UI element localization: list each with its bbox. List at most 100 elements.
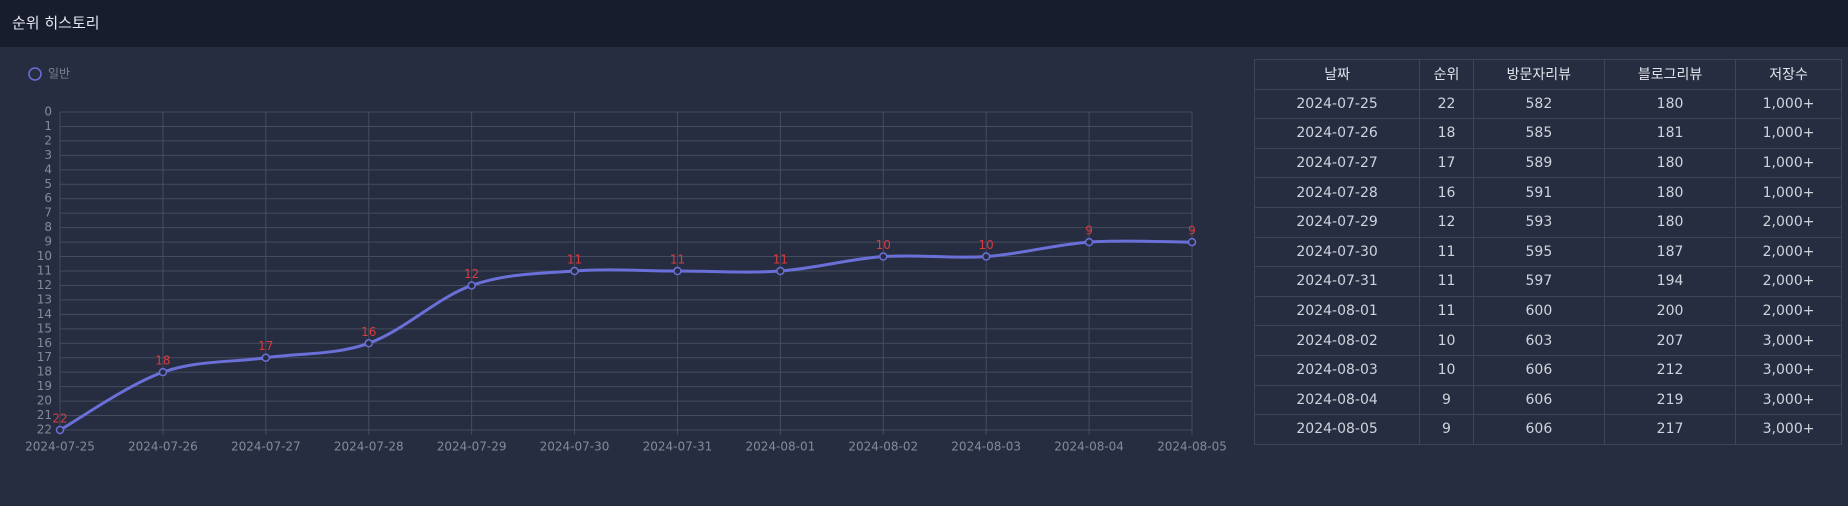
data-label: 22 [52,412,67,426]
data-label: 10 [876,238,891,252]
table-cell: 181 [1603,118,1737,149]
table-cell: 2024-07-28 [1253,177,1421,208]
x-tick-label: 2024-08-04 [1054,440,1124,454]
x-tick-label: 2024-08-05 [1157,440,1227,454]
table-cell: 11 [1419,295,1474,327]
table-cell: 22 [1419,88,1474,120]
table-row: 2024-08-05 9 606 217 3,000+ [1253,414,1842,445]
table-cell: 1,000+ [1735,147,1842,179]
table-cell: 603 [1472,325,1605,356]
y-tick-label: 22 [37,423,52,437]
table-cell: 597 [1472,266,1605,297]
header-title: 순위 히스토리 [12,14,100,32]
table-cell: 2024-07-31 [1253,266,1421,297]
y-tick-label: 19 [37,379,52,393]
table-cell: 2,000+ [1735,236,1842,268]
table-cell: 606 [1472,384,1605,416]
point [673,266,682,276]
table-cell: 17 [1419,147,1474,179]
table-cell: 1,000+ [1735,88,1842,120]
point [467,281,476,290]
table-cell: 582 [1472,88,1605,120]
column-header: 블로그리뷰 [1603,59,1737,90]
table-cell: 2,000+ [1735,266,1842,297]
y-tick-label: 1 [44,119,52,133]
table-cell: 3,000+ [1735,384,1842,416]
y-tick-label: 9 [44,235,52,249]
y-tick-label: 7 [44,206,52,220]
data-label: 11 [567,253,582,267]
table-row: 2024-07-28 16 591 180 1,000+ [1253,177,1842,208]
point [158,367,168,377]
table-cell: 212 [1603,354,1737,386]
table-cell: 2024-07-29 [1253,206,1421,238]
column-header: 방문자리뷰 [1472,59,1605,90]
table-cell: 2,000+ [1735,206,1842,238]
point [879,252,888,261]
table-cell: 180 [1603,206,1737,238]
table-cell: 595 [1472,236,1605,268]
y-tick-label: 17 [37,350,52,364]
legend-label: 일반 [48,67,70,81]
column-header: 순위 [1419,59,1474,90]
y-tick-label: 6 [44,191,52,205]
data-label: 11 [773,253,788,267]
table-cell: 3,000+ [1735,325,1842,356]
data-label: 9 [1085,224,1093,238]
data-label: 12 [464,267,479,281]
x-tick-label: 2024-08-03 [951,440,1021,454]
table-cell: 606 [1472,414,1605,445]
table-cell: 2024-07-25 [1253,88,1421,120]
table-row: 2024-07-27 17 589 180 1,000+ [1253,147,1842,179]
table-cell: 217 [1603,414,1737,445]
y-tick-label: 20 [37,394,52,408]
table-cell: 12 [1419,206,1474,238]
table-cell: 11 [1419,236,1474,268]
table-cell: 194 [1603,266,1737,297]
table-header: 날짜 순위 방문자리뷰 블로그리뷰 저장수 [1253,59,1842,90]
table-cell: 10 [1419,325,1474,356]
chart: 일반01234567891011121314151617181920212220… [25,67,1227,454]
table-cell: 3,000+ [1735,414,1842,445]
y-tick-label: 0 [44,105,52,119]
y-tick-label: 18 [37,365,52,379]
table-cell: 9 [1419,414,1474,445]
table-row: 2024-07-31 11 597 194 2,000+ [1253,266,1842,297]
table-cell: 593 [1472,206,1605,238]
table-row: 2024-07-29 12 593 180 2,000+ [1253,206,1842,238]
table-body: 2024-07-25 22 582 180 1,000+ 2024-07-26 18 585 1… [1253,88,1842,445]
table-cell: 187 [1603,236,1737,268]
table-cell: 2024-08-01 [1253,295,1421,327]
table-cell: 2024-08-04 [1253,384,1421,416]
table-cell: 16 [1419,177,1474,208]
table-cell: 600 [1472,295,1605,327]
y-tick-label: 2 [44,133,52,147]
y-tick-label: 4 [44,162,52,176]
x-tick-label: 2024-07-29 [437,440,507,454]
table-cell: 2024-08-03 [1253,354,1421,386]
table-cell: 2024-07-27 [1253,147,1421,179]
history-table: 날짜 순위 방문자리뷰 블로그리뷰 저장수 2024-07-25 22 582 180 1,000… [1253,59,1842,445]
table-cell: 2024-08-05 [1253,414,1421,445]
table-row: 2024-07-30 11 595 187 2,000+ [1253,236,1842,268]
table-cell: 3,000+ [1735,354,1842,386]
data-label: 11 [670,253,685,267]
table-row: 2024-08-01 11 600 200 2,000+ [1253,295,1842,327]
header: 순위 히스토리 [0,0,1848,47]
x-tick-label: 2024-07-31 [643,440,713,454]
data-label: 9 [1188,224,1196,238]
data-label: 18 [155,354,170,368]
y-tick-label: 8 [44,220,52,234]
x-tick-label: 2024-07-28 [334,440,404,454]
table-cell: 606 [1472,354,1605,386]
table-cell: 219 [1603,384,1737,416]
table-cell: 585 [1472,118,1605,149]
table-cell: 591 [1472,177,1605,208]
x-tick-label: 2024-07-30 [540,440,610,454]
point [1084,237,1094,247]
y-tick-label: 15 [37,321,52,335]
table-cell: 2024-07-30 [1253,236,1421,268]
table-cell: 200 [1603,295,1737,327]
point [981,252,991,261]
